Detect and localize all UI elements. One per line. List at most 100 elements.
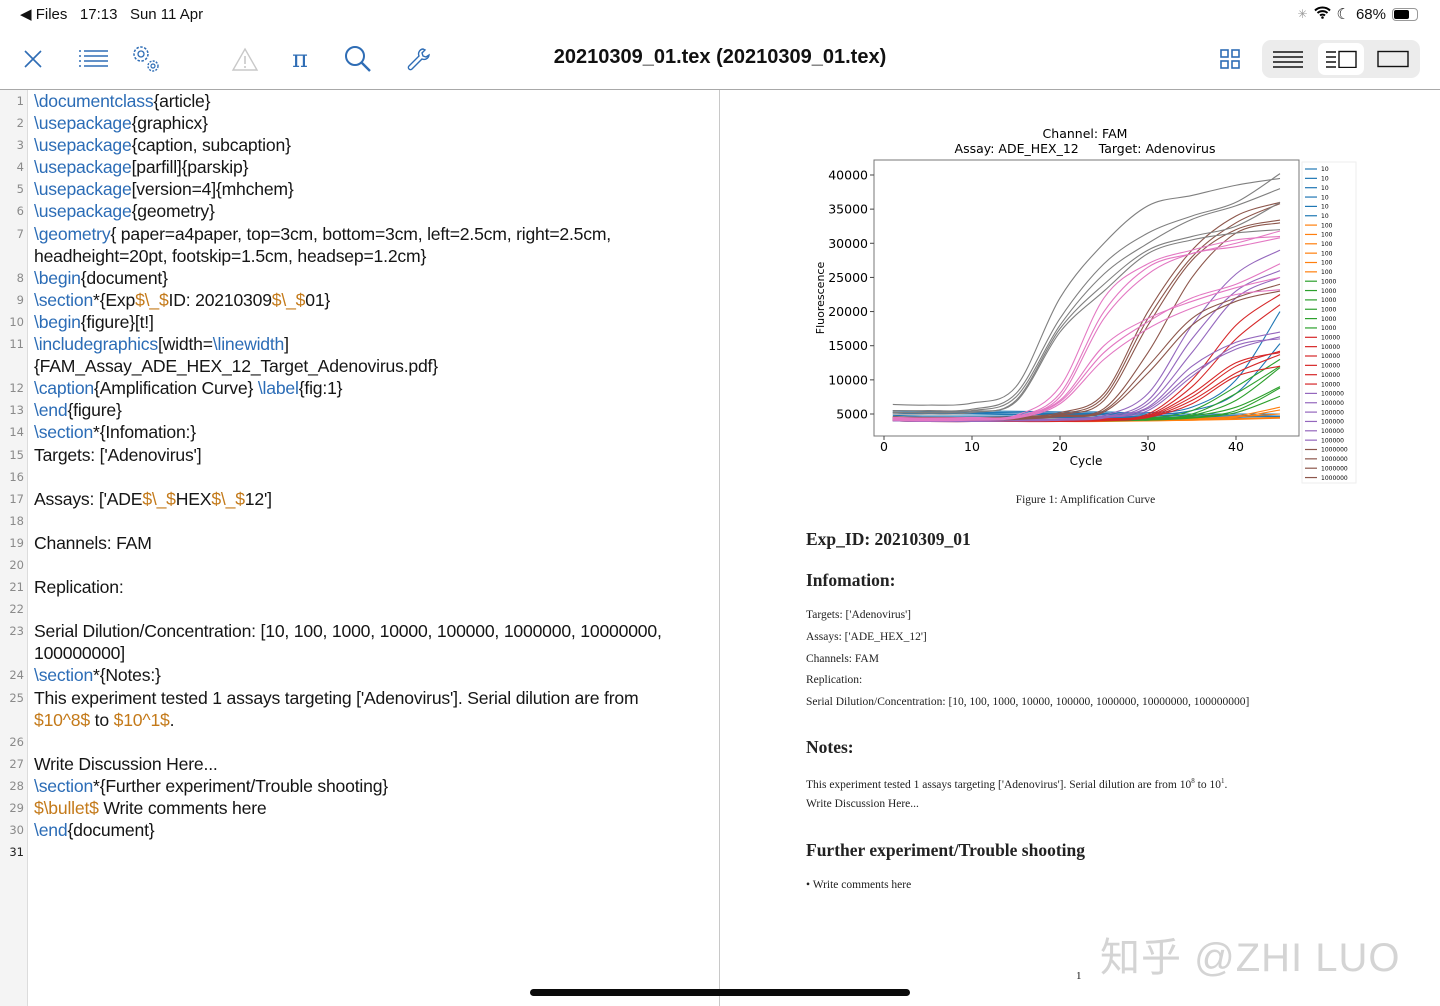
code-line[interactable]: 11 \includegraphics[width=\linewidth] {FA…: [0, 333, 720, 377]
code-line[interactable]: 22: [0, 598, 720, 620]
search-button[interactable]: [341, 42, 375, 76]
settings-button[interactable]: [128, 42, 162, 76]
chart-title: Channel: FAM: [1043, 126, 1128, 141]
heading-further: Further experiment/Trouble shooting: [806, 840, 1086, 860]
replication-text: Replication:: [806, 674, 863, 686]
code-text: Replication:: [28, 576, 124, 598]
tools-button[interactable]: [402, 42, 436, 76]
code-line[interactable]: 27 Write Discussion Here...: [0, 753, 720, 775]
view-editor-only-button[interactable]: [1265, 43, 1311, 75]
latex-text: [34, 555, 39, 575]
series-line: [892, 229, 1281, 414]
search-icon: [345, 46, 371, 72]
back-label: Files: [35, 6, 68, 23]
view-preview-only-button[interactable]: [1370, 43, 1416, 75]
latex-text: {fig:1}: [298, 378, 343, 399]
series-line: [892, 311, 1281, 414]
latex-text: Write Discussion Here...: [34, 753, 218, 774]
code-line[interactable]: 7 \geometry{ paper=a4paper, top=3cm, bott…: [0, 223, 720, 267]
activity-icon: ✳: [1297, 7, 1308, 21]
legend-label: 1000: [1321, 278, 1336, 285]
code-line[interactable]: 13 \end{figure}: [0, 399, 720, 421]
exponent: 1: [1220, 777, 1225, 785]
latex-text: Channels: FAM: [34, 532, 152, 553]
serial-dilution-text: Serial Dilution/Concentration: [10, 100,…: [806, 696, 1250, 708]
code-line[interactable]: 15 Targets: ['Adenovirus']: [0, 444, 720, 466]
code-line[interactable]: 19 Channels: FAM: [0, 532, 720, 554]
x-axis-label: Cycle: [1070, 454, 1103, 468]
code-text: \usepackage{caption, subcaption}: [28, 134, 291, 156]
legend-label: 100000: [1321, 437, 1344, 444]
preview-rect-icon: [1377, 50, 1409, 68]
code-line[interactable]: 2 \usepackage{graphicx}: [0, 112, 720, 134]
latex-text: { paper=a4paper, top=3cm, bottom=3cm, le…: [34, 223, 611, 266]
legend-label: 10000: [1321, 335, 1340, 342]
line-number: 8: [16, 270, 24, 285]
code-line[interactable]: 31: [0, 841, 720, 863]
series-line: [892, 177, 1281, 406]
code-line[interactable]: 23 Serial Dilution/Concentration: [10, 10…: [0, 620, 720, 664]
battery-percent: 68%: [1355, 5, 1386, 23]
back-to-files-link[interactable]: ◀ Files: [20, 6, 68, 23]
y-axis-label: Fluorescence: [814, 262, 827, 335]
latex-text: *{Exp: [93, 289, 136, 310]
code-line[interactable]: 12 \caption{Amplification Curve} \label{f…: [0, 377, 720, 399]
code-line[interactable]: 10 \begin{figure}[t!]: [0, 311, 720, 333]
math-symbols-button[interactable]: π: [283, 42, 317, 76]
code-line[interactable]: 1 \documentclass{article}: [0, 90, 720, 112]
close-button[interactable]: [16, 42, 50, 76]
code-line[interactable]: 29 $\bullet$ Write comments here: [0, 797, 720, 819]
code-text: \usepackage{graphicx}: [28, 112, 208, 134]
line-number: 6: [16, 204, 24, 219]
series-line: [892, 304, 1281, 421]
code-line[interactable]: 16: [0, 466, 720, 488]
code-line[interactable]: 30 \end{document}: [0, 819, 720, 841]
latex-command: \usepackage: [34, 113, 132, 134]
home-indicator[interactable]: [530, 989, 910, 996]
code-line[interactable]: 9 \section*{Exp$\_$ID: 20210309$\_$01}: [0, 289, 720, 311]
code-line[interactable]: 25 This experiment tested 1 assays target…: [0, 687, 720, 731]
code-text: \includegraphics[width=\linewidth] {FAM_…: [28, 333, 438, 377]
latex-command: \section: [34, 775, 94, 796]
latex-text: 01}: [305, 289, 331, 310]
latex-math: $10^1$: [113, 709, 170, 730]
latex-command: \geometry: [34, 223, 111, 244]
code-line[interactable]: 28 \section*{Further experiment/Trouble s…: [0, 775, 720, 797]
line-number: 5: [16, 182, 24, 197]
files-grid-button[interactable]: [1213, 42, 1247, 76]
code-line[interactable]: 14 \section*{Infomation:}: [0, 421, 720, 443]
code-text: \end{document}: [28, 819, 155, 841]
code-text: \section*{Infomation:}: [28, 421, 196, 443]
line-number: 16: [9, 469, 24, 484]
latex-command: \linewidth: [212, 334, 285, 355]
code-text: Targets: ['Adenovirus']: [28, 444, 202, 466]
source-editor[interactable]: 1 \documentclass{article} 2 \usepackage{gra…: [0, 90, 720, 1006]
code-line[interactable]: 21 Replication:: [0, 576, 720, 598]
pdf-preview[interactable]: Channel: FAM Assay: ADE_HEX_12 Target: Ad…: [721, 90, 1440, 1006]
latex-text: .: [169, 709, 175, 730]
outline-button[interactable]: [76, 42, 110, 76]
code-line[interactable]: 3 \usepackage{caption, subcaption}: [0, 134, 720, 156]
code-line[interactable]: 5 \usepackage[version=4]{mhchem}: [0, 178, 720, 200]
code-line[interactable]: 8 \begin{document}: [0, 267, 720, 289]
battery-icon: [1392, 7, 1418, 21]
code-line[interactable]: 18: [0, 510, 720, 532]
legend-label: 1000000: [1321, 456, 1348, 463]
code-text: \usepackage[version=4]{mhchem}: [28, 178, 294, 200]
line-number: 14: [9, 425, 24, 440]
latex-text: {article}: [153, 91, 211, 111]
code-line[interactable]: 17 Assays: ['ADE$\_$HEX$\_$12']: [0, 488, 720, 510]
latex-math: $\_$: [211, 488, 245, 509]
series-line: [892, 173, 1281, 412]
line-number: 17: [9, 491, 24, 506]
wifi-icon: [1313, 6, 1331, 23]
warnings-button[interactable]: [228, 42, 262, 76]
code-line[interactable]: 20: [0, 554, 720, 576]
y-tick-label: 15000: [828, 338, 868, 353]
code-line[interactable]: 26: [0, 731, 720, 753]
code-line[interactable]: 6 \usepackage{geometry}: [0, 200, 720, 222]
view-split-button[interactable]: [1318, 43, 1364, 75]
code-line[interactable]: 24 \section*{Notes:}: [0, 664, 720, 686]
status-bar: ◀ Files 17:13 Sun 11 Apr ✳ ☾ 68%: [0, 0, 1440, 28]
code-line[interactable]: 4 \usepackage[parfill]{parskip}: [0, 156, 720, 178]
